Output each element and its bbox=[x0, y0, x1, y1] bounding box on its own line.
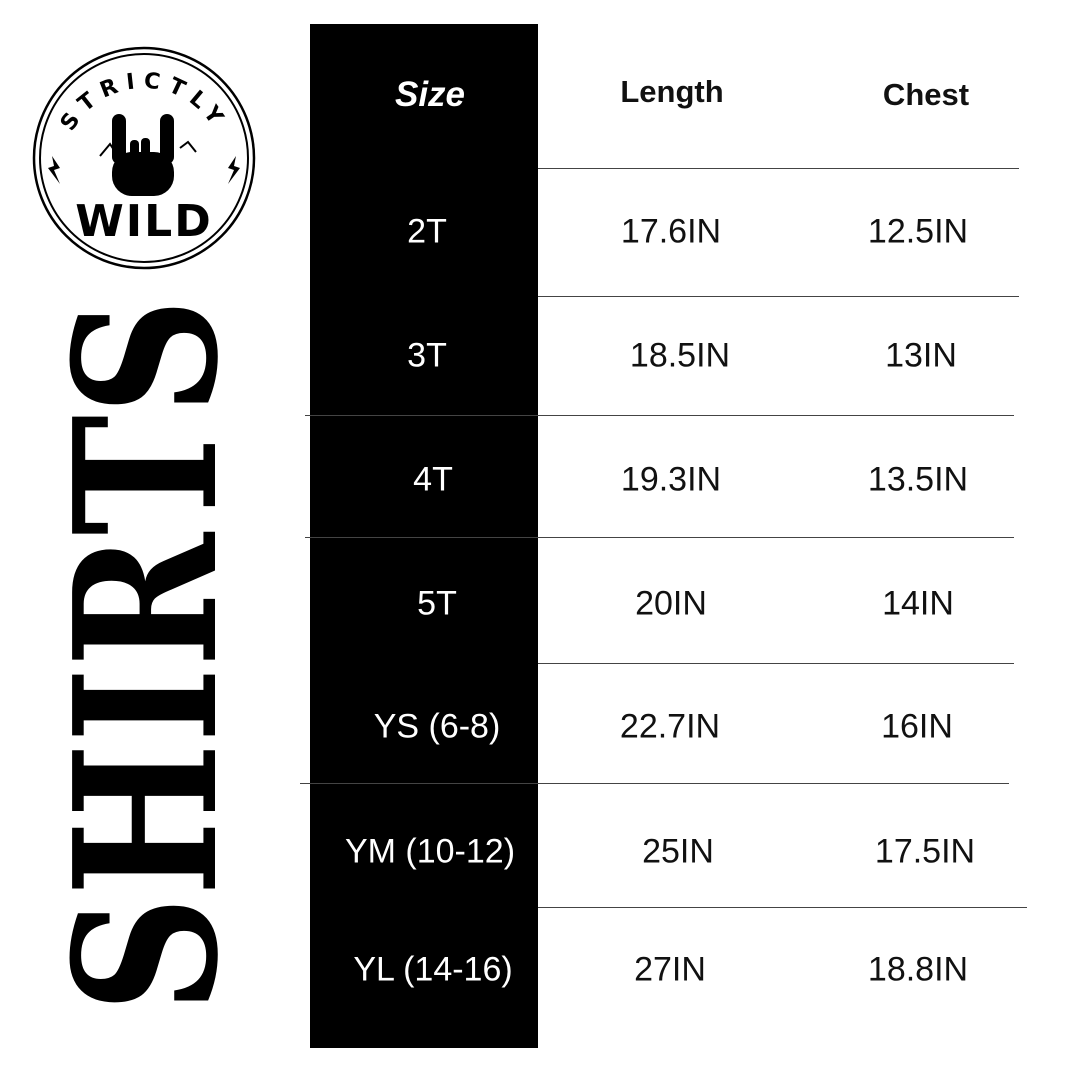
cell-size: 2T bbox=[407, 212, 447, 251]
cell-length: 22.7IN bbox=[619, 707, 721, 746]
cell-chest: 14IN bbox=[882, 584, 954, 623]
divider bbox=[305, 537, 1014, 538]
cell-chest: 13.5IN bbox=[867, 460, 969, 499]
cell-size: YS (6-8) bbox=[373, 707, 501, 746]
cell-chest: 12.5IN bbox=[867, 212, 969, 251]
divider bbox=[305, 415, 1014, 416]
cell-chest: 16IN bbox=[881, 707, 953, 746]
header-chest: Chest bbox=[882, 77, 970, 112]
divider bbox=[538, 168, 1019, 169]
cell-size: YM (10-12) bbox=[344, 832, 516, 871]
header-length: Length bbox=[620, 74, 724, 109]
cell-chest: 18.8IN bbox=[867, 950, 969, 989]
svg-text:STRICTLY: STRICTLY bbox=[56, 68, 232, 135]
cell-length: 25IN bbox=[642, 832, 714, 871]
cell-length: 27IN bbox=[634, 950, 706, 989]
size-column-background bbox=[310, 24, 538, 1048]
cell-chest: 17.5IN bbox=[874, 832, 976, 871]
rock-hand-icon bbox=[48, 114, 240, 196]
cell-chest: 13IN bbox=[885, 336, 957, 375]
divider bbox=[538, 296, 1019, 297]
cell-length: 17.6IN bbox=[620, 212, 722, 251]
svg-text:WILD: WILD bbox=[75, 196, 212, 247]
cell-length: 18.5IN bbox=[629, 336, 731, 375]
cell-length: 19.3IN bbox=[620, 460, 722, 499]
cell-size: 4T bbox=[413, 460, 453, 499]
cell-size: 5T bbox=[417, 584, 457, 623]
divider bbox=[300, 783, 1009, 784]
divider bbox=[538, 907, 1027, 908]
cell-length: 20IN bbox=[635, 584, 707, 623]
strictly-wild-logo: STRICTLY WILD bbox=[32, 46, 256, 270]
divider bbox=[538, 663, 1014, 664]
cell-size: YL (14-16) bbox=[353, 950, 513, 989]
cell-size: 3T bbox=[407, 336, 447, 375]
header-size: Size bbox=[394, 75, 466, 114]
